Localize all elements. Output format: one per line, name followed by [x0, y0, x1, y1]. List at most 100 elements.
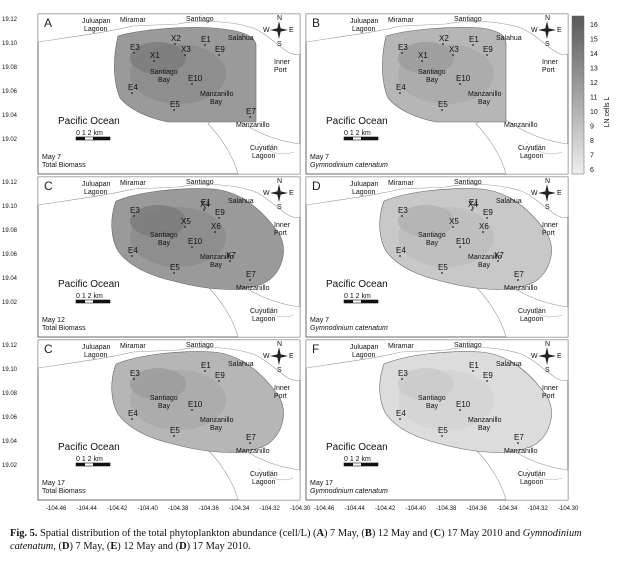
abundance-contour	[398, 42, 454, 74]
station-label: E3	[130, 206, 140, 215]
y-tick-label: 19.10	[2, 367, 18, 373]
panel-date: May 12	[42, 317, 65, 324]
colorbar-tick: 13	[590, 66, 598, 73]
compass-n: N	[545, 15, 550, 22]
station-label: E4	[128, 246, 138, 255]
place-label: Cuyutlán	[518, 145, 546, 152]
station-marker	[486, 217, 488, 219]
scale-bar-label: 0 1 2 km	[344, 456, 371, 463]
caption-bold-letter: C	[433, 528, 442, 539]
station-marker	[131, 255, 133, 257]
place-label: Bay	[158, 77, 171, 84]
station-marker	[131, 418, 133, 420]
compass-e: E	[289, 190, 294, 197]
x-tick-label: -104.36	[199, 506, 220, 512]
station-marker	[399, 92, 401, 94]
place-label: Inner	[274, 222, 291, 229]
station-marker	[399, 418, 401, 420]
station-label: E4	[128, 409, 138, 418]
place-label: Miramar	[120, 180, 146, 187]
station-marker	[184, 54, 186, 56]
panel-subtitle: Total Biomass	[42, 162, 86, 169]
station-label: E7	[246, 433, 256, 442]
place-label: Santiago	[454, 179, 482, 186]
x-tick-label: -104.38	[168, 506, 189, 512]
place-label: Santiago	[150, 69, 178, 76]
caption-part: ) 17 May 2010 and	[441, 528, 523, 539]
compass-icon: N SE W	[263, 15, 294, 48]
place-label: Lagoon	[84, 189, 107, 196]
place-label: Cuyutlán	[250, 471, 278, 478]
place-label: Salahua	[228, 35, 254, 42]
abundance-contour	[398, 205, 454, 237]
place-label: Cuyutlán	[250, 308, 278, 315]
colorbar	[571, 15, 585, 175]
station-marker	[497, 260, 499, 262]
y-tick-label: 19.08	[2, 391, 18, 397]
station-label: E10	[456, 400, 471, 409]
station-marker	[441, 435, 443, 437]
place-label: Santiago	[454, 16, 482, 23]
station-marker	[218, 380, 220, 382]
place-label: Inner	[542, 59, 559, 66]
place-label: Bay	[210, 99, 223, 106]
place-label: Inner	[542, 222, 559, 229]
station-label: X4	[468, 200, 478, 209]
compass-w: W	[531, 27, 538, 34]
station-label: E4	[396, 246, 406, 255]
station-label: E3	[398, 206, 408, 215]
ocean-label: Pacific Ocean	[326, 116, 388, 127]
place-label: Manzanillo	[504, 122, 538, 129]
panel-subtitle: Total Biomass	[42, 325, 86, 332]
place-label: Salahua	[496, 198, 522, 205]
station-label: E9	[215, 208, 225, 217]
station-label: E3	[130, 369, 140, 378]
station-label: E9	[215, 45, 225, 54]
place-label: Manzanillo	[468, 417, 502, 424]
panel-date: May 7	[42, 154, 61, 161]
station-label: E9	[483, 45, 493, 54]
station-label: E1	[201, 35, 211, 44]
compass-w: W	[263, 190, 270, 197]
place-label: Miramar	[388, 17, 414, 24]
scale-bar-label: 0 1 2 km	[76, 456, 103, 463]
station-label: E10	[456, 237, 471, 246]
y-tick-label: 19.10	[2, 41, 18, 47]
station-label: E4	[396, 409, 406, 418]
station-label: X5	[181, 217, 191, 226]
place-label: Port	[542, 230, 555, 237]
compass-needle	[270, 28, 288, 32]
compass-e: E	[557, 353, 562, 360]
place-label: Bay	[426, 240, 439, 247]
x-tick-label: -104.34	[497, 506, 518, 512]
place-label: Santiago	[418, 69, 446, 76]
caption-part: ) 7 May, (	[323, 528, 365, 539]
station-label: E7	[514, 433, 524, 442]
station-label: E5	[170, 100, 180, 109]
scale-bar-segment	[361, 137, 378, 140]
place-label: Bay	[478, 262, 491, 269]
station-label: E7	[246, 270, 256, 279]
ocean-label: Pacific Ocean	[58, 442, 120, 453]
lagoon-outline	[525, 304, 563, 318]
station-marker	[472, 370, 474, 372]
station-label: X5	[449, 217, 459, 226]
scale-bar-segment	[76, 137, 85, 140]
place-label: Santiago	[454, 342, 482, 349]
station-marker	[249, 442, 251, 444]
place-label: Juluapan	[82, 181, 111, 188]
place-label: Miramar	[388, 180, 414, 187]
compass-e: E	[289, 27, 294, 34]
place-label: Cuyutlán	[518, 471, 546, 478]
station-label: E5	[438, 263, 448, 272]
y-tick-label: 19.04	[2, 439, 18, 445]
abundance-contour	[130, 368, 186, 400]
figure-caption: Fig. 5. Spatial distribution of the tota…	[10, 527, 614, 553]
colorbar-tick: 10	[590, 109, 598, 116]
panel-letter: F	[312, 342, 319, 356]
place-label: Manzanillo	[468, 91, 502, 98]
compass-w: W	[531, 190, 538, 197]
station-label: X2	[171, 34, 181, 43]
